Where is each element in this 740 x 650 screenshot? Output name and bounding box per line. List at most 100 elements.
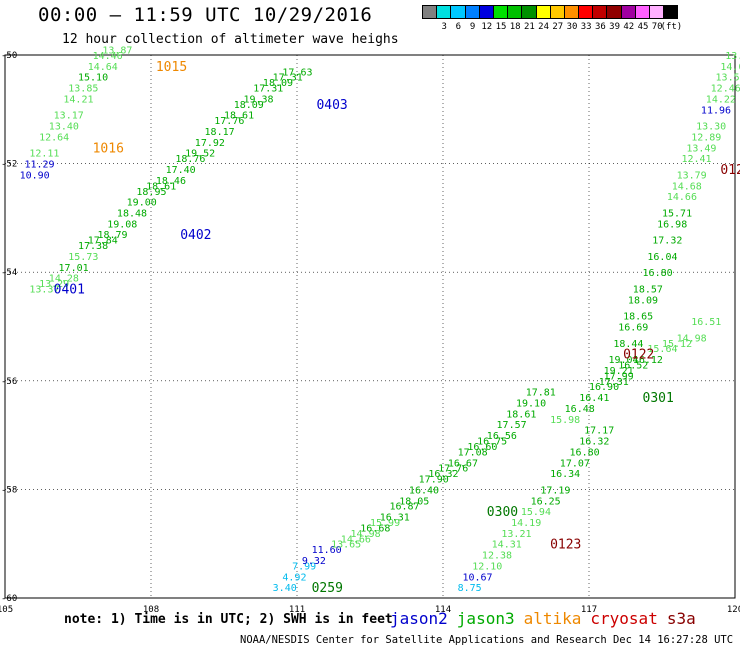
wave-height-value: 17.40 bbox=[166, 165, 196, 176]
colorbar-label: 36 bbox=[594, 22, 606, 32]
wave-height-value: 18.61 bbox=[146, 181, 176, 192]
wave-height-value: 16.60 bbox=[467, 442, 497, 453]
wave-height-value: 13.21 bbox=[501, 529, 531, 540]
wave-height-value: 13.49 bbox=[686, 143, 716, 154]
colorbar-label: 15 bbox=[495, 22, 507, 32]
wave-height-value: 17.57 bbox=[497, 420, 527, 431]
y-tick-label: -52 bbox=[1, 160, 17, 170]
pass-label: 0122 bbox=[623, 348, 654, 363]
wave-height-value: 18.48 bbox=[117, 208, 147, 219]
colorbar-label: 42 bbox=[623, 22, 635, 32]
wave-height-value: 3.40 bbox=[273, 583, 297, 594]
wave-height-value: 15.99 bbox=[370, 518, 400, 529]
wave-height-value: 16.34 bbox=[550, 469, 580, 480]
wave-height-value: 12.10 bbox=[472, 561, 502, 572]
pass-label: 0402 bbox=[180, 228, 211, 243]
y-tick-label: -58 bbox=[1, 485, 17, 495]
satellite-jason2: jason2 bbox=[390, 609, 448, 628]
wave-height-value: 17.92 bbox=[195, 138, 225, 149]
satellite-altika: altika bbox=[523, 609, 582, 628]
note-text: note: 1) Time is in UTC; 2) SWH is in fe… bbox=[64, 612, 393, 627]
wave-height-value: 14.28 bbox=[49, 274, 79, 285]
wave-height-value: 16.75 bbox=[477, 437, 507, 448]
wave-height-value: 13.30 bbox=[696, 122, 726, 133]
wave-height-value: 16.32 bbox=[579, 437, 609, 448]
y-tick-label: -56 bbox=[1, 377, 17, 387]
wave-height-value: 16.90 bbox=[589, 382, 619, 393]
wave-height-value: 13.29 bbox=[39, 279, 69, 290]
wave-height-value: 19.10 bbox=[516, 399, 546, 410]
wave-height-value: 14.66 bbox=[667, 192, 697, 203]
wave-height-value: 17.63 bbox=[282, 67, 312, 78]
x-tick-label: 105 bbox=[0, 605, 13, 615]
wave-height-value: 13.87 bbox=[102, 46, 132, 57]
colorbar-label: (ft) bbox=[660, 22, 683, 32]
wave-height-value: 16.40 bbox=[409, 485, 439, 496]
wave-height-value: 17.81 bbox=[526, 388, 556, 399]
wave-height-value: 13.17 bbox=[54, 111, 84, 122]
wave-height-value: 13.51 bbox=[725, 51, 740, 62]
wave-height-value: 17.99 bbox=[604, 371, 634, 382]
wave-height-value: 18.95 bbox=[136, 187, 166, 198]
wave-height-value: 17.31 bbox=[273, 73, 303, 84]
wave-height-value: 14.31 bbox=[492, 540, 522, 551]
colorbar-label: 30 bbox=[566, 22, 578, 32]
wave-height-value: 17.32 bbox=[652, 236, 682, 247]
x-tick-label: 108 bbox=[143, 605, 159, 615]
wave-height-value: 17.01 bbox=[59, 263, 89, 274]
wave-height-value: 14.64 bbox=[88, 62, 118, 73]
colorbar-label: 9 bbox=[469, 22, 476, 32]
wave-height-value: 19.52 bbox=[185, 149, 215, 160]
colorbar-label: 39 bbox=[609, 22, 621, 32]
wave-height-value: 16.67 bbox=[448, 458, 478, 469]
colorbar-labels: 3 6 9 12 15 18 21 24 27 30 33 36 39 42 45 70 (ft) bbox=[422, 22, 740, 34]
wave-height-value: 12.89 bbox=[691, 132, 721, 143]
wave-height-value: 18.44 bbox=[613, 339, 643, 350]
pass-label: 0301 bbox=[643, 391, 674, 406]
wave-height-value: 17.76 bbox=[438, 464, 468, 475]
wave-height-value: 18.61 bbox=[224, 111, 254, 122]
wave-height-value: 10.67 bbox=[462, 572, 492, 583]
wave-height-value: 17.08 bbox=[458, 447, 488, 458]
wave-height-value: 14.22 bbox=[706, 94, 736, 105]
wave-height-value: 14.98 bbox=[351, 529, 381, 540]
wave-height-value: 13.40 bbox=[49, 122, 79, 133]
wave-height-value: 14.68 bbox=[672, 181, 702, 192]
wave-height-value: 15.10 bbox=[78, 73, 108, 84]
satellite-s3a: s3a bbox=[666, 609, 696, 628]
pass-label: 0300 bbox=[487, 505, 518, 520]
wave-height-value: 7.99 bbox=[292, 561, 316, 572]
wave-height-value: 4.92 bbox=[282, 572, 306, 583]
wave-height-value: 18.09 bbox=[263, 78, 293, 89]
colorbar-label: 6 bbox=[455, 22, 462, 32]
wave-height-value: 16.48 bbox=[565, 404, 595, 415]
wave-height-value: 19.00 bbox=[127, 198, 157, 209]
wave-height-value: 17.76 bbox=[214, 116, 244, 127]
pass-label: 0403 bbox=[316, 98, 347, 113]
colorbar-label: 21 bbox=[523, 22, 535, 32]
wave-height-value: 16.80 bbox=[643, 268, 673, 279]
wave-height-value: 15.73 bbox=[68, 252, 98, 263]
wave-height-value: 15.94 bbox=[521, 507, 551, 518]
x-tick-label: 117 bbox=[581, 605, 597, 615]
colorbar-label: 24 bbox=[538, 22, 550, 32]
wave-height-value: 15.12 bbox=[662, 339, 692, 350]
wave-height-value: 14.46 bbox=[93, 51, 123, 62]
wave-height-value: 18.61 bbox=[506, 409, 536, 420]
colorbar-label: 3 bbox=[441, 22, 447, 32]
wave-height-value: 17.31 bbox=[599, 377, 629, 388]
wave-height-value: 16.51 bbox=[691, 317, 721, 328]
colorbar-label: 12 bbox=[481, 22, 493, 32]
wave-height-value: 15.64 bbox=[647, 344, 677, 355]
wave-height-value: 18.09 bbox=[628, 295, 658, 306]
pass-label: 0401 bbox=[54, 282, 85, 297]
colorbar-label: 18 bbox=[509, 22, 521, 32]
wave-height-value: 18.76 bbox=[175, 154, 205, 165]
satellite-legend: jason2 jason3 altika cryosat s3a bbox=[390, 609, 705, 628]
wave-height-value: 16.80 bbox=[570, 447, 600, 458]
wave-height-value: 13.65 bbox=[331, 540, 361, 551]
footer-credit: NOAA/NESDIS Center for Satellite Applica… bbox=[240, 634, 740, 646]
wave-height-value: 14.98 bbox=[677, 333, 707, 344]
wave-height-value: 15.71 bbox=[662, 208, 692, 219]
